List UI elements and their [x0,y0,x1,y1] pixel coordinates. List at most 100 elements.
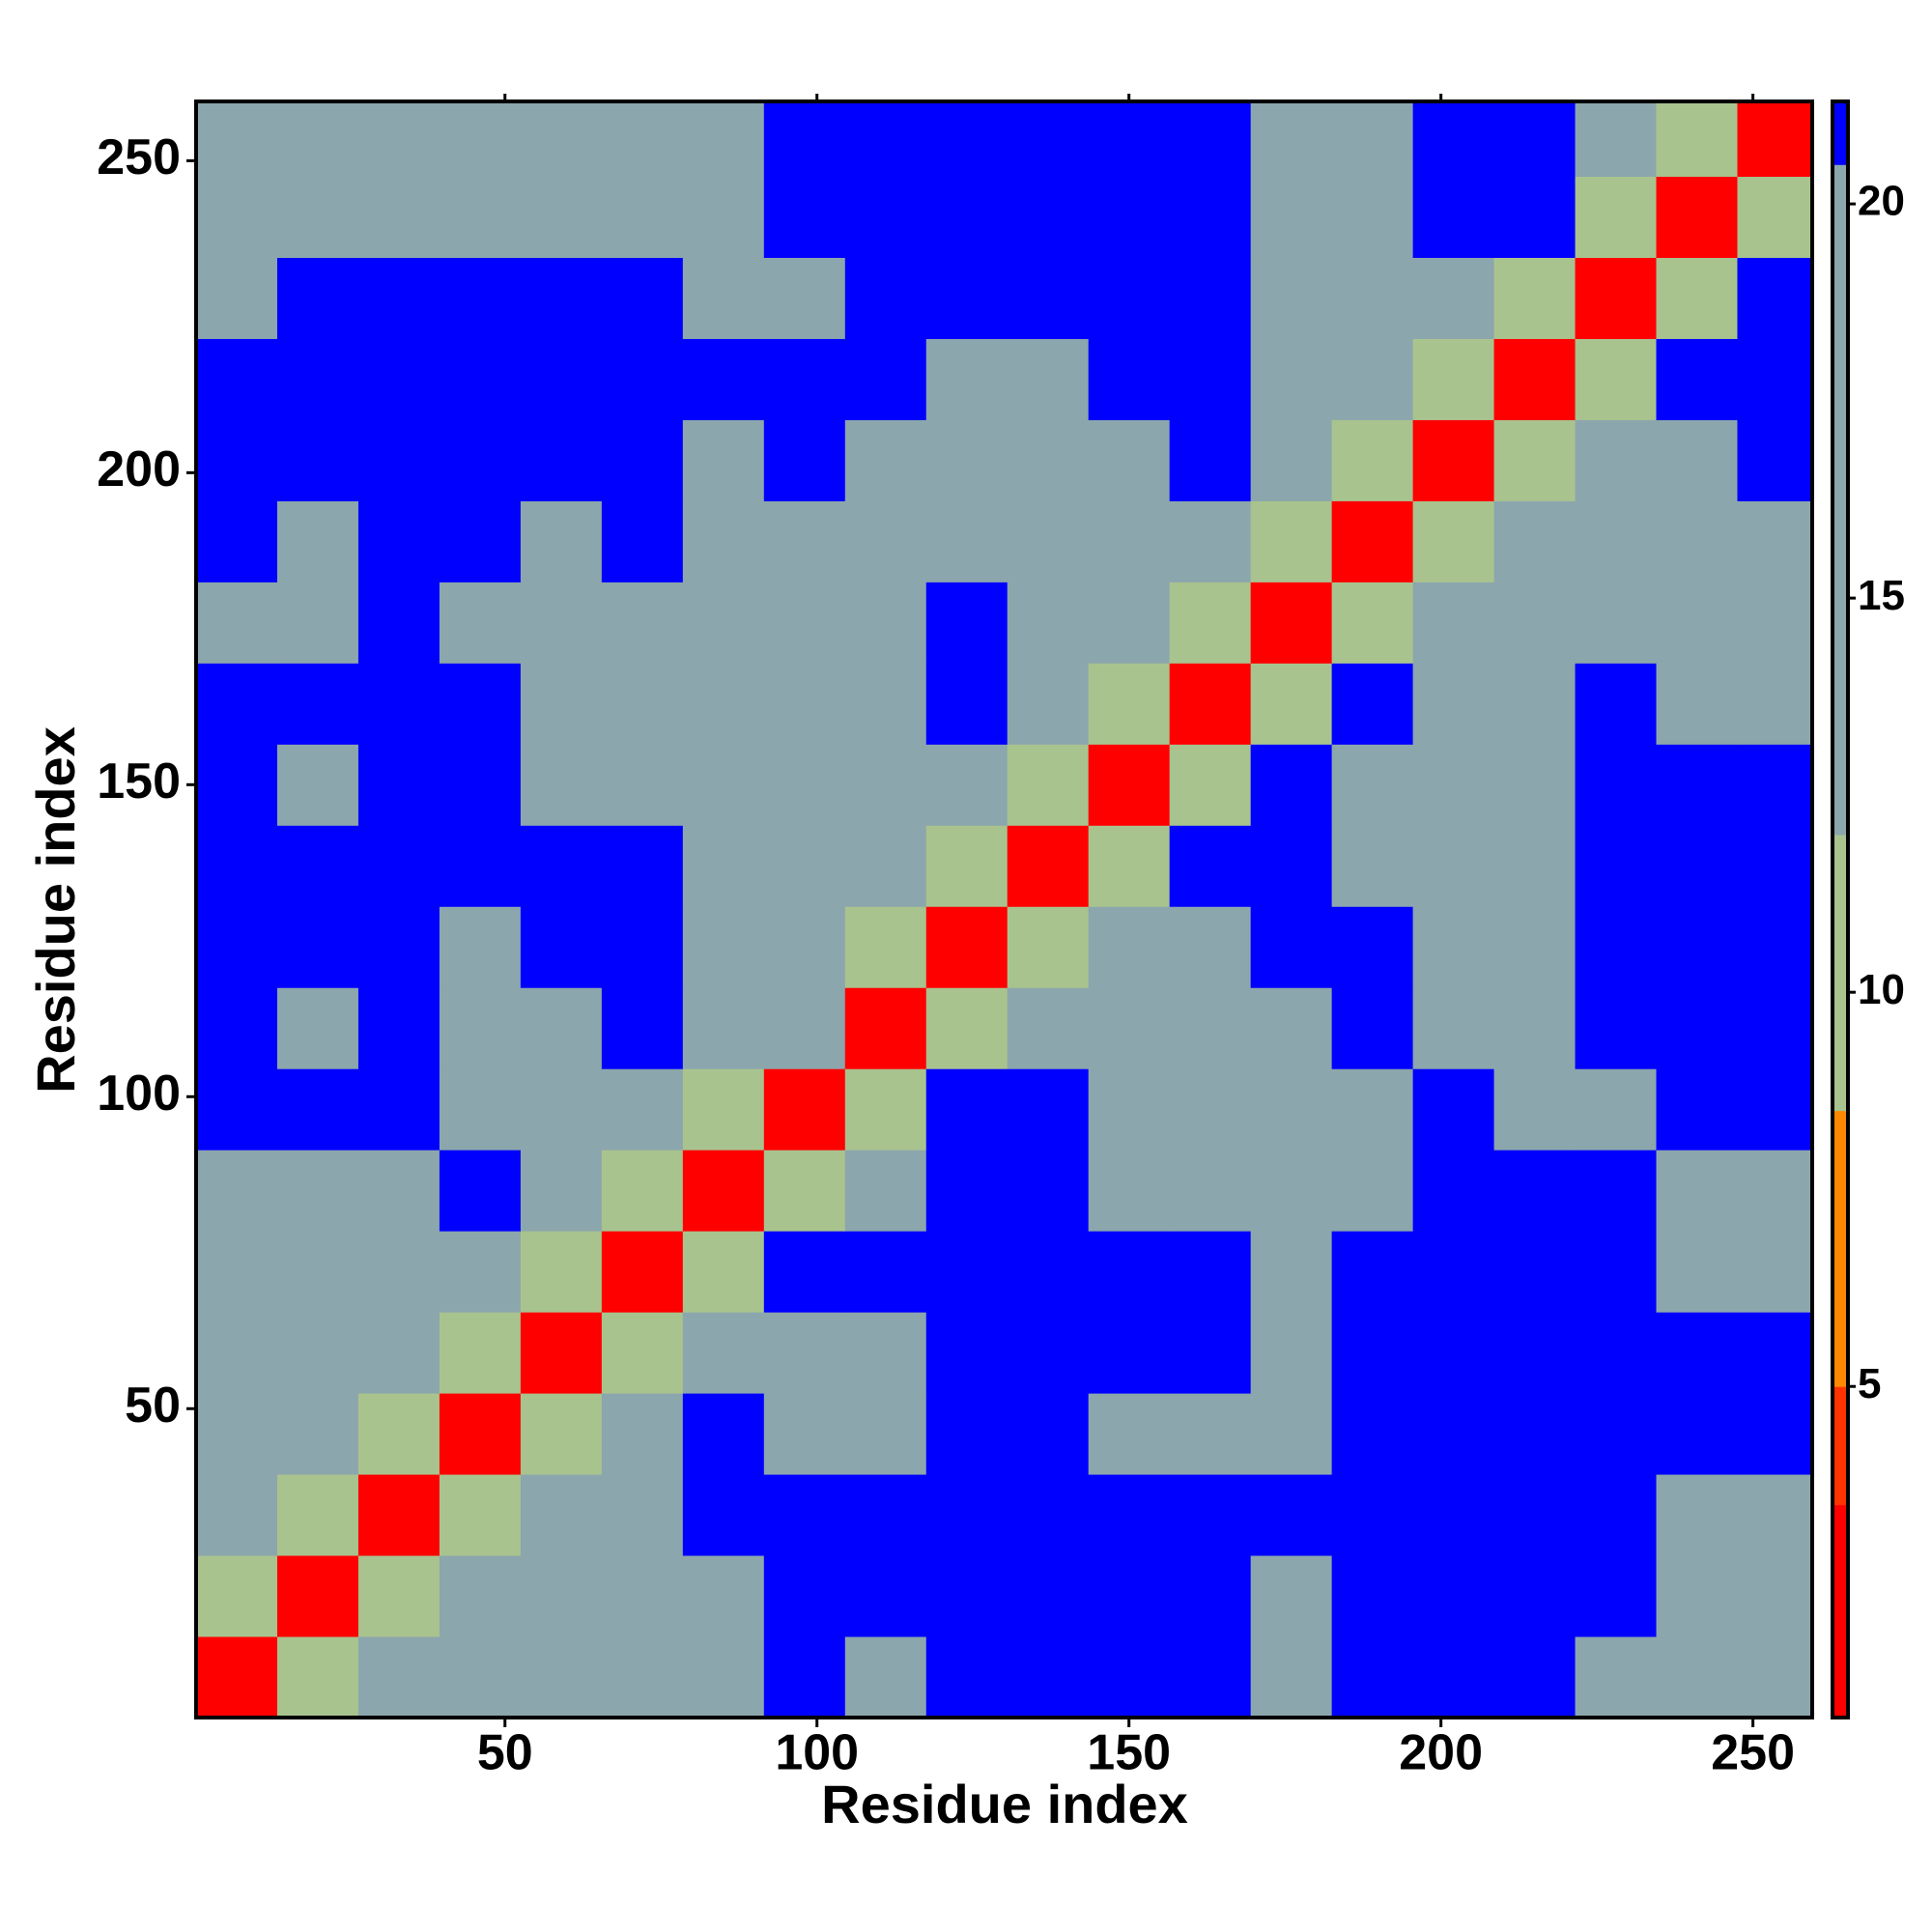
heat-cell [520,1474,603,1556]
heat-cell [1007,1474,1090,1556]
heat-cell [1737,500,1813,582]
heat-cell [1250,1068,1333,1151]
heat-cell [520,1555,603,1637]
heat-cell [763,582,846,664]
heat-cell [1331,257,1414,339]
heat-cell [844,1636,927,1719]
heat-cell [1250,419,1333,501]
heat-cell [1575,338,1658,420]
heat-cell [1250,1231,1333,1313]
heat-cell [601,1150,684,1232]
heat-cell [601,825,684,907]
x-tick-label: 250 [1711,1725,1795,1781]
heat-cell [1656,176,1738,258]
heat-cell [1169,257,1252,339]
heat-cell [357,1555,440,1637]
heat-cell [276,1068,359,1151]
heat-cell [1088,419,1171,501]
heat-cell [1575,1393,1658,1475]
heat-cell [925,663,1009,745]
heat-cell [844,825,927,907]
y-tick-label: 100 [97,1065,181,1122]
heat-cell [1007,987,1090,1069]
heat-cell [439,663,522,745]
heat-cell [1169,663,1252,745]
heat-cell [276,419,359,501]
heat-cell [357,101,440,178]
heat-cell [1575,1636,1658,1719]
heat-cell [1575,500,1658,582]
heat-cell [276,1312,359,1394]
heat-cell [439,1312,522,1394]
heat-cell [357,1150,440,1232]
heat-cell [925,338,1009,420]
heat-cell [682,1393,765,1475]
heat-cell [1331,176,1414,258]
heat-cell [1412,582,1495,664]
heat-cell [1412,257,1495,339]
heat-cell [196,744,278,826]
heat-cell [1575,906,1658,988]
heat-cell [1169,101,1252,178]
heat-cell [925,987,1009,1069]
heat-cell [276,744,359,826]
heat-cell [682,663,765,745]
heat-cell [1656,1312,1738,1394]
heat-cell [357,1393,440,1475]
heat-cell [357,1231,440,1313]
heat-cell [601,906,684,988]
heat-cell [763,338,846,420]
heat-cell [763,1068,846,1151]
heat-cell [1169,176,1252,258]
heat-cell [925,101,1009,178]
heat-cell [1007,1312,1090,1394]
heat-cell [844,744,927,826]
heat-cell [1088,906,1171,988]
heat-cell [1412,1474,1495,1556]
heat-cell [763,101,846,178]
heat-cell [439,1393,522,1475]
heat-cell [1493,1393,1577,1475]
heat-cell [276,663,359,745]
heat-cell [1737,663,1813,745]
heat-cell [439,1150,522,1232]
heat-cell [1169,338,1252,420]
heat-cell [763,744,846,826]
heat-cell [1169,1555,1252,1637]
heat-cell [1007,1636,1090,1719]
heat-cell [1331,1393,1414,1475]
heat-cell [1331,906,1414,988]
heat-cell [196,663,278,745]
heat-cell [682,1068,765,1151]
heat-cell [601,744,684,826]
heat-cell [1250,1636,1333,1719]
heat-cell [357,1474,440,1556]
heat-cell [763,419,846,501]
heat-cell [1007,500,1090,582]
heat-cell [601,1555,684,1637]
heat-cell [1656,257,1738,339]
heat-cell [1169,1231,1252,1313]
heat-cell [601,176,684,258]
heat-cell [1575,419,1658,501]
heat-cell [1007,176,1090,258]
heat-cell [357,1636,440,1719]
heat-cell [1007,101,1090,178]
heat-cell [1412,176,1495,258]
heat-cell [439,1231,522,1313]
heat-cell [520,500,603,582]
heat-cell [1575,1231,1658,1313]
heat-cell [357,825,440,907]
heat-cell [1575,744,1658,826]
heat-cell [276,1231,359,1313]
colorbar-tick-label: 5 [1858,1360,1881,1407]
heat-cell [682,582,765,664]
heat-cell [196,176,278,258]
heat-cell [196,500,278,582]
heat-cell [925,1393,1009,1475]
heat-cell [439,176,522,258]
colorbar-segment [1833,1386,1848,1506]
heat-cell [844,1312,927,1394]
heat-cell [1331,101,1414,178]
